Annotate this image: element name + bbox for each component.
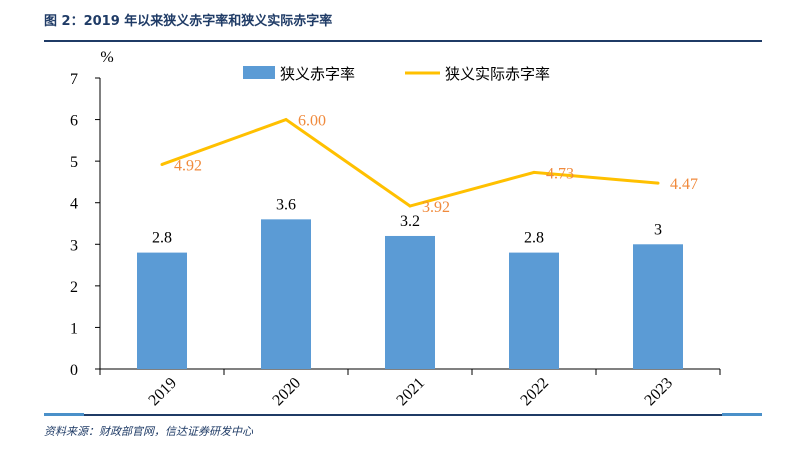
- title-rule: [44, 40, 762, 42]
- figure-title: 图 2：2019 年以来狭义赤字率和狭义实际赤字率: [44, 14, 333, 29]
- line-value-label: 4.73: [546, 165, 574, 182]
- y-tick-label: 7: [70, 71, 78, 88]
- bar-series: [137, 219, 683, 369]
- line-value-label: 3.92: [422, 199, 450, 216]
- legend-label-line: 狭义实际赤字率: [445, 65, 550, 83]
- bar-value-label: 2.8: [524, 230, 544, 247]
- bar-value-label: 2.8: [152, 230, 172, 247]
- bar-value-label: 3: [654, 221, 662, 238]
- data-labels: 2.8 3.6 3.2 2.8 3 4.92 6.00 3.92 4.73 4.47: [152, 113, 698, 247]
- x-tick-label: 2020: [269, 374, 304, 409]
- line-value-label: 6.00: [298, 113, 326, 130]
- line-value-label: 4.47: [670, 176, 698, 193]
- line-series: [160, 117, 660, 208]
- legend-swatch-bar: [243, 66, 275, 79]
- bar: [137, 252, 187, 369]
- bar: [509, 252, 559, 369]
- x-tick-label: 2023: [641, 374, 676, 409]
- y-tick-label: 0: [70, 362, 78, 379]
- line-value-label: 4.92: [174, 157, 202, 174]
- footer-rule-accent-right: [722, 413, 762, 416]
- y-tick-label: 1: [70, 320, 78, 337]
- source-note: 资料来源：财政部官网，信达证券研发中心: [44, 425, 253, 438]
- y-tick-label: 2: [70, 279, 78, 296]
- y-tick-label: 4: [70, 196, 78, 213]
- line-point: [532, 170, 536, 174]
- y-tick-label: 6: [70, 113, 78, 130]
- x-tick-label: 2019: [145, 374, 180, 409]
- legend: 狭义赤字率 狭义实际赤字率: [243, 65, 550, 83]
- bar-value-label: 3.6: [276, 196, 296, 213]
- line-point: [408, 204, 412, 208]
- footer-rule: [44, 413, 762, 416]
- line-point: [160, 162, 164, 166]
- bar: [385, 235, 435, 369]
- line-point: [656, 181, 660, 185]
- bar-value-label: 3.2: [400, 213, 420, 230]
- line-path: [161, 117, 659, 208]
- footer-rule-accent-left: [44, 413, 84, 416]
- bar: [261, 219, 311, 369]
- y-unit-label: %: [100, 49, 113, 66]
- x-tick-label: 2021: [393, 374, 428, 409]
- legend-label-bar: 狭义赤字率: [280, 65, 355, 83]
- x-tick-label: 2022: [517, 374, 552, 409]
- y-tick-label: 3: [70, 237, 78, 254]
- y-tick-label: 5: [70, 154, 78, 171]
- bar: [633, 244, 683, 369]
- line-point: [284, 118, 288, 122]
